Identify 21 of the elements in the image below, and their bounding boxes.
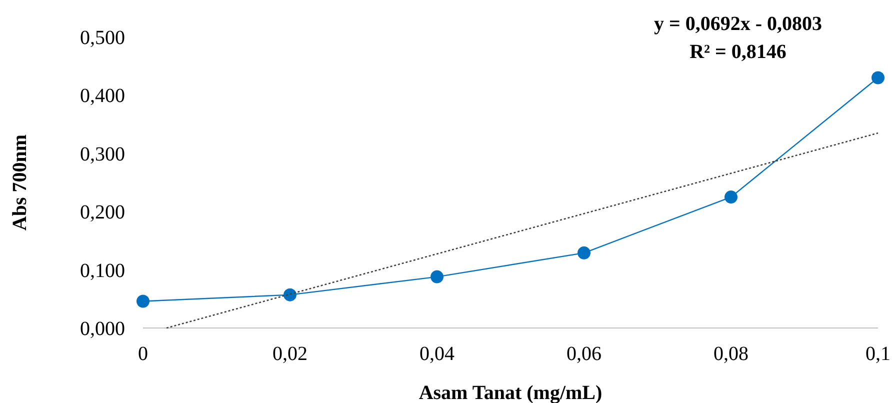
point	[136, 294, 150, 308]
point	[284, 288, 296, 302]
y-tick-label: 0,000	[80, 318, 125, 340]
point	[578, 246, 590, 260]
point	[430, 270, 444, 284]
point	[872, 71, 884, 84]
text: y = 0,0692x - 0,0803	[654, 13, 822, 35]
annotation: R² = 0,8146	[690, 41, 786, 63]
point	[724, 190, 738, 204]
y-tick-label: 0,200	[80, 202, 125, 224]
x-tick-label: 0	[138, 343, 148, 365]
y-tick-label: 0,400	[80, 85, 125, 108]
y-tick-label: 0,100	[80, 260, 125, 282]
y-tick-label: 0,500	[80, 27, 125, 49]
x-tick-label: 0,1	[866, 343, 890, 365]
x-tick-label: 0,02	[272, 343, 308, 365]
y-axis-title: Abs 700nm	[9, 134, 31, 231]
y-tick-label: 0,300	[80, 143, 125, 166]
x-tick-label: 0,06	[566, 343, 602, 365]
x-tick-label: 0,04	[420, 343, 454, 365]
x-tick-label: 0,08	[714, 343, 748, 365]
